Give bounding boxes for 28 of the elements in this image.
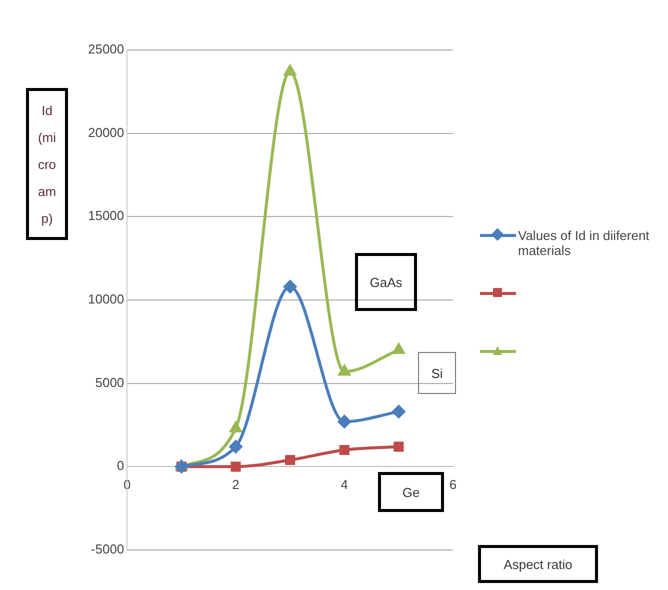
point bbox=[229, 440, 242, 454]
text-box: Si bbox=[418, 352, 456, 394]
text-box: Id(microamp) bbox=[26, 88, 68, 240]
y-tick-label: 5000 bbox=[95, 374, 124, 390]
point bbox=[338, 365, 350, 376]
x-tick-label: 4 bbox=[340, 477, 348, 492]
point bbox=[392, 344, 405, 354]
x-tick-label: 6 bbox=[449, 477, 457, 492]
point bbox=[392, 405, 406, 418]
y-tick-label: 10000 bbox=[88, 292, 124, 307]
y-tick-label: 0 bbox=[116, 458, 124, 474]
y-tick-label: 25000 bbox=[88, 42, 124, 57]
legend-label: Values of Id in diiferent materials bbox=[518, 228, 650, 258]
point bbox=[284, 280, 297, 294]
point bbox=[339, 444, 350, 456]
x-tick-label: 2 bbox=[232, 477, 240, 492]
y-tick-label: -5000 bbox=[90, 542, 124, 557]
point bbox=[338, 415, 351, 428]
point bbox=[285, 454, 296, 466]
text-box: GaAs bbox=[355, 253, 417, 311]
point bbox=[230, 462, 241, 472]
point bbox=[284, 65, 296, 76]
point bbox=[230, 422, 242, 432]
y-tick-label: 20000 bbox=[88, 124, 124, 140]
y-tick-label: 15000 bbox=[88, 208, 124, 224]
text-box: Ge bbox=[378, 472, 444, 512]
text-box: Aspect ratio bbox=[478, 545, 598, 583]
point bbox=[394, 442, 404, 452]
